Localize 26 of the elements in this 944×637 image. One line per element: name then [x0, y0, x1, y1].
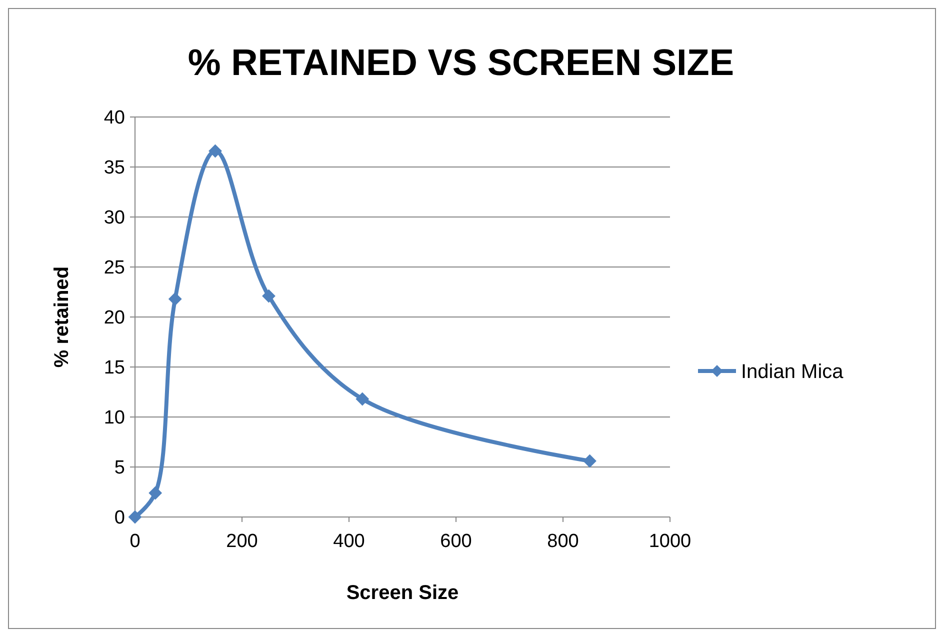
x-tick-label: 1000	[648, 531, 692, 552]
legend-label: Indian Mica	[741, 361, 844, 383]
y-tick-label: 10	[104, 408, 125, 429]
point	[148, 486, 162, 500]
y-tick-label: 20	[104, 308, 125, 329]
x-tick-label: 0	[130, 531, 140, 552]
x-axis-title: Screen Size	[346, 582, 459, 604]
y-axis-title: % retained	[51, 266, 73, 368]
point	[583, 454, 596, 468]
x-tick-label: 200	[226, 531, 258, 552]
y-tick-label: 35	[104, 158, 125, 179]
point	[262, 290, 276, 302]
x-tick-label: 400	[333, 531, 365, 552]
y-tick-label: 15	[104, 358, 125, 379]
y-tick-label: 0	[114, 508, 125, 529]
point	[168, 292, 182, 306]
y-tick-label: 5	[114, 458, 125, 479]
chart-title: % RETAINED VS SCREEN SIZE	[188, 42, 734, 83]
point	[128, 510, 142, 524]
y-tick-label: 25	[104, 258, 125, 279]
point	[208, 144, 222, 158]
y-tick-label: 40	[104, 108, 125, 129]
point	[356, 392, 369, 406]
x-tick-label: 800	[547, 531, 579, 552]
x-tick-label: 600	[440, 531, 472, 552]
y-tick-label: 30	[104, 208, 125, 229]
